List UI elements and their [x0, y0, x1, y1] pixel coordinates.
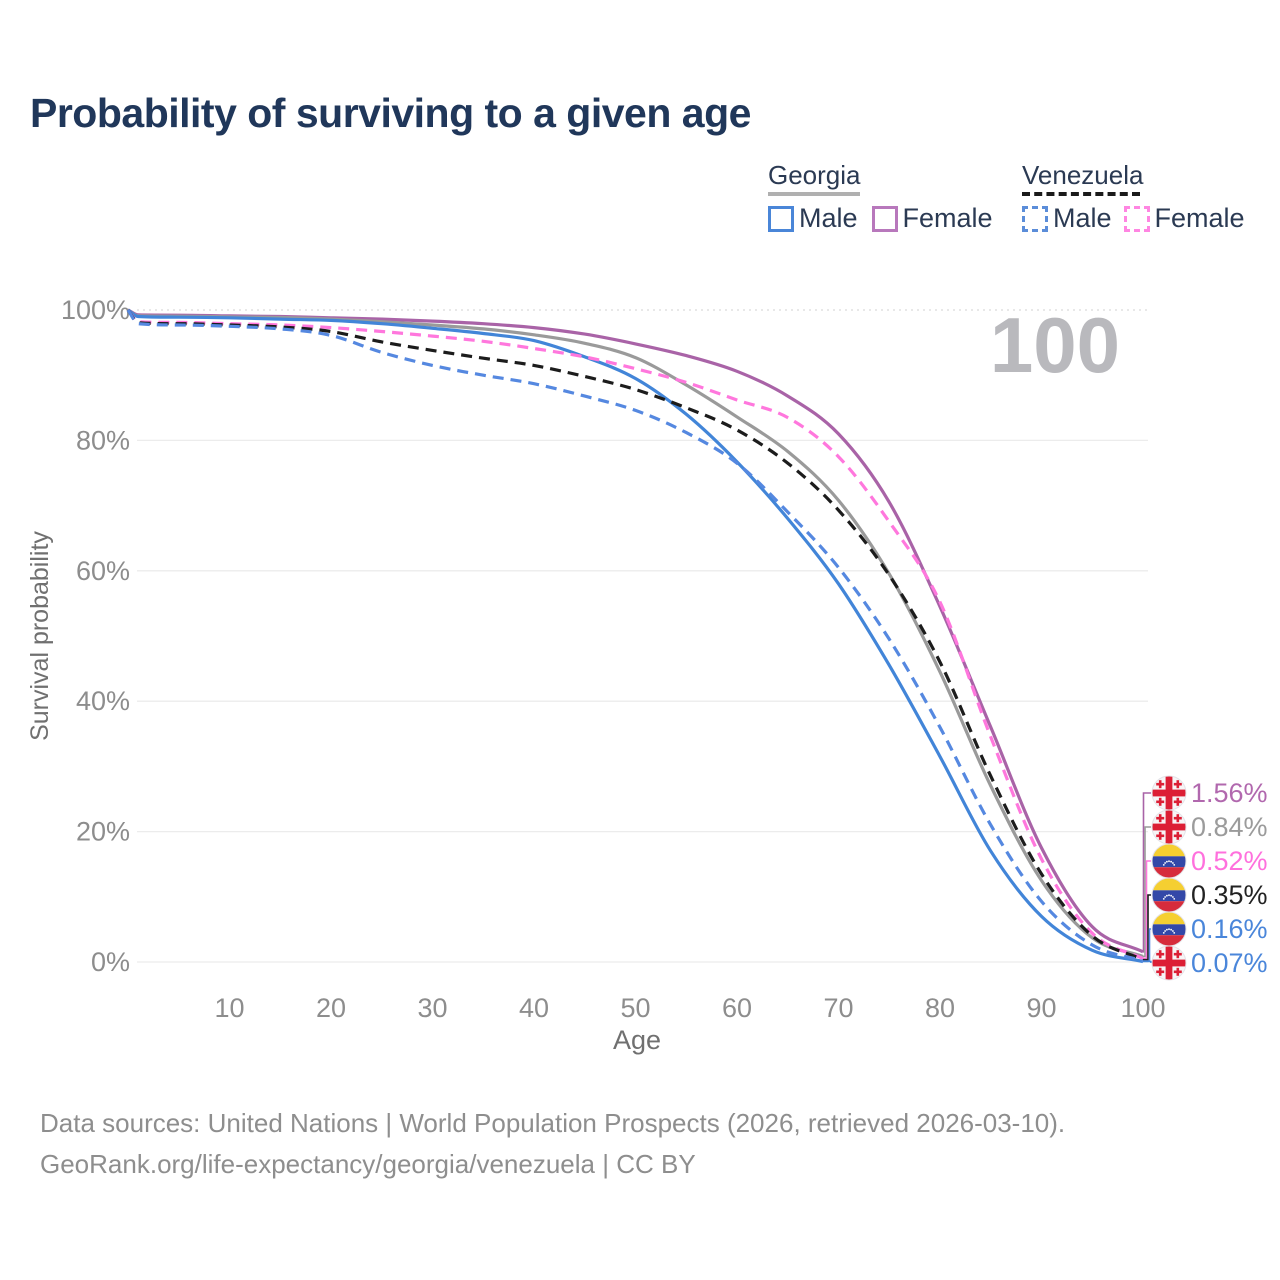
end-value-label-venezuela-female: 0.52%	[1191, 846, 1268, 876]
x-tick-label: 50	[620, 993, 650, 1023]
legend-item-label: Male	[1053, 203, 1112, 233]
legend-item-georgia-female[interactable]: Female	[871, 203, 993, 233]
y-tick-label: 100%	[61, 295, 130, 325]
age-watermark: 100	[990, 301, 1120, 389]
curve-venezuela-female	[126, 308, 1144, 961]
curve-georgia-male	[127, 308, 1144, 964]
x-axis-title: Age	[613, 1025, 661, 1055]
x-tick-label: 40	[519, 993, 549, 1023]
end-label-connector	[1143, 860, 1151, 960]
y-tick-label: 40%	[76, 686, 130, 716]
legend-georgia-line-sample	[768, 192, 860, 196]
x-tick-label: 30	[417, 993, 447, 1023]
legend-item-label: Female	[902, 203, 993, 233]
georgia-flag-icon	[1151, 945, 1187, 981]
legend-item-label: Male	[799, 203, 858, 233]
venezuela-flag-icon	[1151, 877, 1187, 913]
x-tick-label: 10	[214, 993, 244, 1023]
georgia-flag-icon	[1151, 809, 1187, 845]
legend-georgia-label: Georgia	[768, 160, 861, 190]
legend-item-georgia-male[interactable]: Male	[768, 205, 858, 232]
legend-group-georgia: Georgia Male Female	[768, 162, 993, 232]
y-tick-label: 80%	[76, 425, 130, 455]
curve-georgia-total	[127, 308, 1144, 959]
curve-georgia-female	[127, 308, 1144, 954]
curve-venezuela-total	[126, 308, 1144, 962]
legend-item-label: Female	[1154, 203, 1245, 233]
end-label-connector	[1143, 826, 1151, 958]
footer-attribution: GeoRank.org/life-expectancy/georgia/vene…	[40, 1149, 696, 1179]
georgia-female-swatch-icon[interactable]	[871, 205, 898, 232]
legend-group-venezuela: Venezuela Male Female	[1022, 162, 1245, 232]
end-value-label-georgia-male: 0.07%	[1191, 948, 1268, 978]
end-label-connector	[1143, 960, 1152, 963]
y-tick-label: 0%	[91, 947, 130, 977]
venezuela-flag-icon	[1151, 911, 1187, 947]
end-value-label-georgia-total: 0.84%	[1191, 812, 1268, 842]
curve-venezuela-male	[126, 309, 1144, 963]
x-tick-label: 80	[925, 993, 955, 1023]
end-value-label-venezuela-male: 0.16%	[1191, 914, 1268, 944]
venezuela-male-swatch-icon[interactable]	[1022, 205, 1048, 232]
y-axis-title: Survival probability	[26, 531, 54, 741]
end-value-label-georgia-female: 1.56%	[1191, 778, 1268, 808]
georgia-flag-icon	[1151, 775, 1187, 811]
x-tick-label: 70	[823, 993, 853, 1023]
end-label-connector	[1143, 894, 1151, 961]
venezuela-female-swatch-icon[interactable]	[1123, 205, 1150, 232]
x-tick-label: 60	[722, 993, 752, 1023]
page-title: Probability of surviving to a given age	[30, 90, 751, 136]
end-label-connector	[1142, 792, 1151, 953]
y-tick-label: 20%	[76, 817, 130, 847]
x-tick-label: 90	[1026, 993, 1056, 1023]
x-tick-label: 20	[316, 993, 346, 1023]
y-tick-label: 60%	[76, 556, 130, 586]
x-tick-label: 100	[1120, 993, 1165, 1023]
end-value-label-venezuela-total: 0.35%	[1191, 880, 1268, 910]
legend-item-venezuela-female[interactable]: Female	[1123, 203, 1245, 233]
footer-sources: Data sources: United Nations | World Pop…	[40, 1108, 1066, 1138]
georgia-male-swatch-icon[interactable]	[768, 205, 794, 232]
venezuela-flag-icon	[1151, 843, 1187, 879]
legend-venezuela-label: Venezuela	[1022, 160, 1144, 190]
legend-venezuela-line-sample	[1022, 192, 1140, 196]
legend-item-venezuela-male[interactable]: Male	[1022, 205, 1112, 232]
